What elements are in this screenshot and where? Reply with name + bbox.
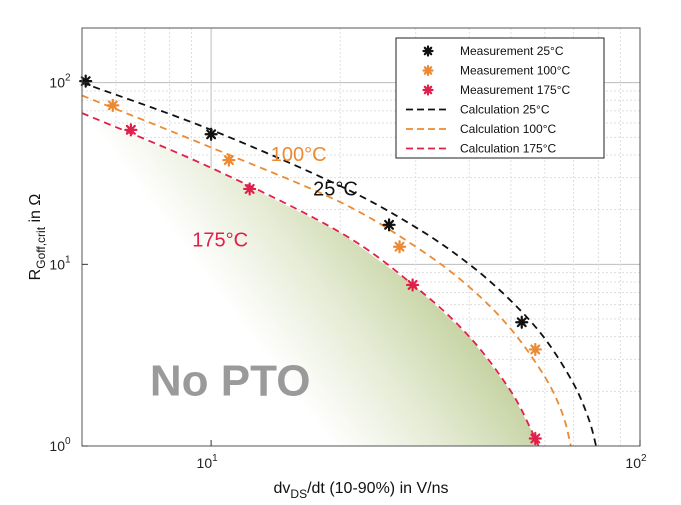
y-tick-exponent: 1 — [65, 254, 71, 265]
marker-ray — [407, 279, 418, 290]
y-tick-base: 10 — [49, 256, 65, 272]
y-tick-label: 101 — [49, 254, 71, 272]
legend-marker — [422, 45, 434, 57]
annotation-175c: 175°C — [192, 230, 248, 252]
marker-ray — [516, 317, 527, 328]
point-measurement-100-c — [222, 153, 236, 167]
y-tick-label: 100 — [49, 436, 71, 454]
marker-ray — [423, 66, 433, 75]
marker-ray — [384, 219, 395, 230]
y-tick-exponent: 0 — [65, 436, 71, 447]
legend-marker — [422, 64, 434, 77]
legend: Measurement 25°C Measurement 100°C Measure… — [395, 37, 605, 159]
marker-ray — [394, 241, 405, 252]
y-tick-base: 10 — [49, 75, 65, 91]
legend-entry-label: Calculation 100°C — [460, 122, 557, 136]
x-tick-exponent: 1 — [212, 453, 218, 464]
legend-entry-label: Measurement 100°C — [460, 64, 571, 78]
no-pto-area — [82, 113, 539, 446]
point-measurement-25-c — [204, 127, 218, 141]
curve-calculation-25-c — [82, 81, 597, 446]
legend-entry-label: Calculation 25°C — [460, 103, 550, 117]
marker-ray — [125, 124, 136, 135]
point-measurement-175-c — [243, 182, 257, 196]
y-axis-label-suffix: in Ω — [27, 194, 44, 227]
annotation-25c: 25°C — [313, 178, 358, 200]
point-measurement-175-c — [124, 123, 138, 137]
marker-ray — [223, 155, 234, 166]
curve-calculation-100-c — [82, 94, 572, 446]
legend-entry-label: Measurement 175°C — [460, 83, 571, 97]
marker-ray — [423, 46, 433, 56]
marker-ray — [206, 129, 217, 140]
marker-ray — [530, 344, 541, 355]
marker-ray — [244, 183, 255, 194]
x-tick-exponent: 2 — [641, 453, 647, 464]
point-measurement-175-c — [406, 278, 420, 292]
y-axis-label-prefix: R — [27, 269, 44, 281]
y-tick-exponent: 2 — [65, 73, 71, 84]
legend-box — [395, 37, 605, 159]
measurement-points — [79, 74, 542, 446]
no-pto-region: No PTO — [82, 113, 539, 446]
marker-ray — [107, 100, 118, 111]
x-axis-label-subscript: DS — [290, 487, 307, 501]
plot-frame — [81, 27, 641, 447]
curve-annotations: 100°C 25°C 175°C — [192, 144, 358, 252]
marker-ray — [80, 76, 91, 87]
legend-marker — [422, 84, 434, 96]
y-axis-label: RGoff,crit in Ω — [27, 194, 48, 281]
annotation-100c: 100°C — [271, 144, 327, 166]
point-measurement-100-c — [528, 342, 542, 357]
x-tick-label: 102 — [625, 453, 647, 471]
legend-entry-label: Measurement 25°C — [460, 44, 564, 58]
y-tick-label: 102 — [49, 73, 71, 91]
legend-entry-label: Calculation 175°C — [460, 142, 557, 156]
point-measurement-100-c — [392, 240, 407, 254]
x-axis-label-prefix: dv — [274, 480, 291, 497]
no-pto-label: No PTO — [150, 356, 311, 405]
x-axis-label-suffix: /dt (10-90%) in V/ns — [307, 480, 448, 497]
y-tick-base: 10 — [49, 438, 65, 454]
x-tick-base: 10 — [197, 455, 213, 471]
point-measurement-100-c — [106, 98, 120, 112]
point-measurement-175-c — [528, 431, 542, 446]
y-axis-label-subscript: Goff,crit — [34, 226, 48, 268]
point-measurement-25-c — [515, 315, 529, 329]
x-axis-label: dvDS/dt (10-90%) in V/ns — [274, 480, 449, 501]
point-measurement-25-c — [382, 218, 396, 232]
marker-ray — [423, 85, 433, 95]
marker-ray — [530, 433, 541, 444]
x-tick-label: 101 — [197, 453, 219, 471]
x-tick-base: 10 — [625, 455, 641, 471]
